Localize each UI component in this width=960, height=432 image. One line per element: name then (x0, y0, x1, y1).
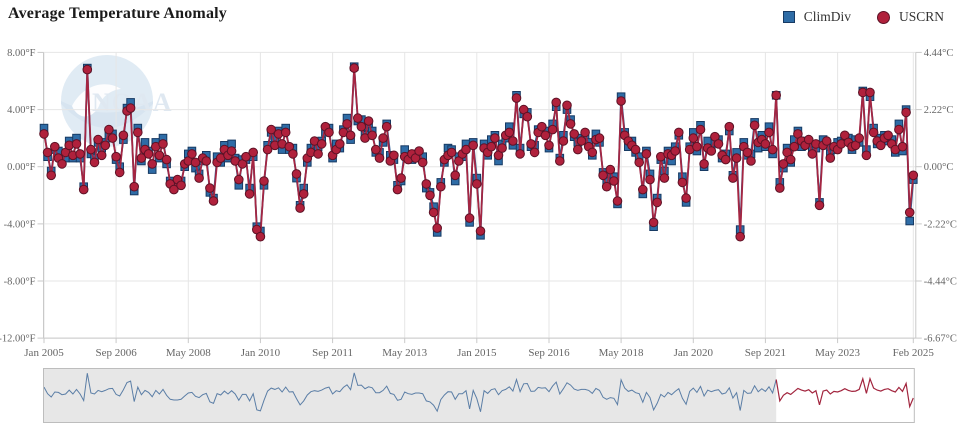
svg-text:Sep 2006: Sep 2006 (95, 347, 137, 359)
svg-text:0.00°F: 0.00°F (7, 162, 36, 173)
svg-text:-12.00°F: -12.00°F (0, 334, 36, 345)
climdiv-series-icon (782, 11, 795, 23)
uscrn-series-icon (876, 10, 890, 24)
svg-text:Sep 2021: Sep 2021 (745, 347, 786, 359)
chart-title: Average Temperature Anomaly (8, 5, 228, 22)
svg-text:4.44°C: 4.44°C (924, 48, 954, 59)
navigator-series-selected (775, 376, 914, 409)
svg-text:Jan 2020: Jan 2020 (674, 347, 714, 359)
svg-text:Sep 2011: Sep 2011 (312, 347, 353, 359)
legend-item-uscrn[interactable]: USCRN (876, 9, 944, 25)
legend-label-uscrn: USCRN (898, 9, 944, 24)
svg-text:-6.67°C: -6.67°C (924, 334, 957, 345)
legend: ClimDiv USCRN (782, 9, 944, 25)
axes (37, 51, 922, 344)
svg-text:0.00°C: 0.00°C (924, 162, 954, 173)
svg-text:Sep 2016: Sep 2016 (528, 347, 570, 359)
gridlines (43, 51, 916, 339)
svg-text:May 2008: May 2008 (166, 347, 211, 359)
svg-text:-4.00°F: -4.00°F (4, 219, 36, 230)
svg-text:May 2018: May 2018 (599, 347, 644, 359)
svg-text:-4.44°C: -4.44°C (924, 277, 957, 288)
series-uscrn[interactable] (39, 63, 919, 242)
svg-text:Jan 2010: Jan 2010 (241, 347, 281, 359)
legend-item-climdiv[interactable]: ClimDiv (782, 9, 851, 25)
svg-text:Jan 2005: Jan 2005 (24, 347, 64, 359)
svg-text:2.22°C: 2.22°C (924, 105, 954, 116)
svg-text:Jan 2015: Jan 2015 (457, 347, 497, 359)
svg-text:May 2013: May 2013 (382, 347, 427, 359)
navigator-series-masked (43, 372, 777, 413)
legend-label-climdiv: ClimDiv (803, 9, 851, 24)
x-axis-labels: Jan 2005 Sep 2006 May 2008 Jan 2010 Sep 2011… (24, 347, 934, 359)
svg-text:-2.22°C: -2.22°C (924, 219, 957, 230)
svg-text:May 2023: May 2023 (815, 347, 860, 359)
navigator[interactable] (43, 368, 915, 423)
svg-text:-8.00°F: -8.00°F (4, 277, 36, 288)
svg-text:4.00°F: 4.00°F (7, 105, 36, 116)
svg-text:8.00°F: 8.00°F (7, 48, 36, 59)
svg-text:Feb 2025: Feb 2025 (893, 347, 935, 359)
navigator-outline[interactable] (43, 368, 915, 423)
y-axis-left-labels: 8.00°F 4.00°F 0.00°F -4.00°F -8.00°F -12.00°F (0, 48, 36, 345)
y-axis-right-labels: 4.44°C 2.22°C 0.00°C -2.22°C -4.44°C -6.67°C (924, 48, 957, 345)
